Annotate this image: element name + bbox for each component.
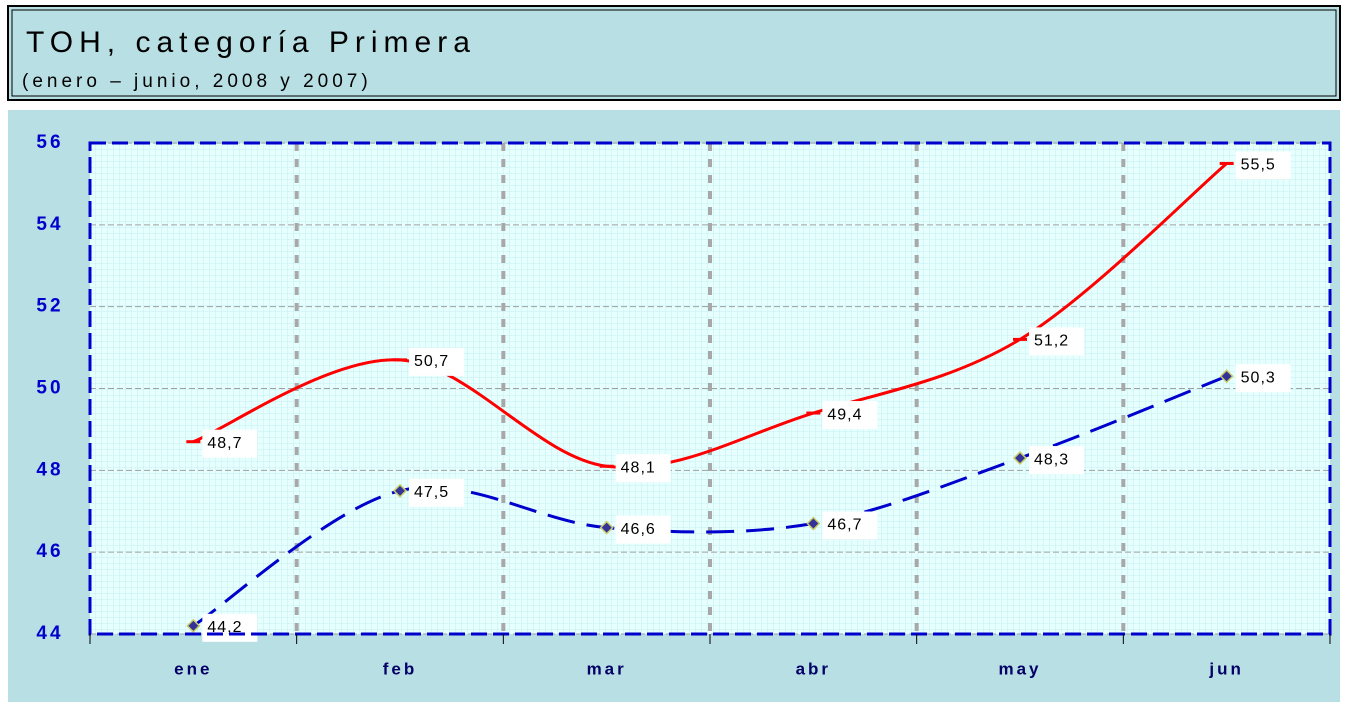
marker bbox=[392, 483, 408, 498]
data-label: 48,1 bbox=[621, 459, 656, 476]
marker bbox=[806, 516, 821, 531]
y-tick-label: 48 bbox=[36, 459, 63, 480]
data-label-box bbox=[202, 429, 258, 458]
y-tick-label: 50 bbox=[36, 378, 63, 399]
marker bbox=[1219, 369, 1234, 384]
data-label: 50,3 bbox=[1241, 369, 1276, 386]
data-label: 55,5 bbox=[1241, 157, 1276, 174]
marker bbox=[599, 520, 614, 535]
data-label: 46,7 bbox=[827, 517, 862, 534]
chart-title: TOH, categoría Primera bbox=[26, 26, 476, 59]
y-tick-label: 52 bbox=[36, 296, 63, 317]
series-line bbox=[192, 162, 1228, 469]
data-label-box bbox=[409, 478, 464, 507]
data-label: 48,7 bbox=[207, 435, 242, 452]
chart-subtitle: (enero – junio, 2008 y 2007) bbox=[22, 71, 372, 92]
y-tick-label: 44 bbox=[36, 623, 63, 644]
data-label-box bbox=[1029, 327, 1084, 356]
data-label-box bbox=[1029, 446, 1084, 475]
x-tick-label: feb bbox=[383, 659, 418, 678]
y-tick-label: 46 bbox=[36, 541, 63, 562]
data-label-box bbox=[615, 454, 671, 483]
y-tick-label: 56 bbox=[36, 132, 63, 153]
data-label-box bbox=[615, 515, 671, 544]
data-label: 51,2 bbox=[1034, 333, 1069, 350]
data-label-box bbox=[1235, 364, 1291, 393]
x-tick-label: jun bbox=[1208, 659, 1244, 678]
x-tick-label: ene bbox=[174, 659, 212, 678]
data-label-box bbox=[409, 347, 464, 376]
data-label: 48,3 bbox=[1034, 451, 1069, 468]
data-label-box bbox=[1235, 151, 1291, 180]
marker bbox=[1012, 450, 1028, 466]
x-tick-label: abr bbox=[796, 659, 831, 678]
title-box-inner bbox=[11, 9, 1337, 97]
x-tick-label: mar bbox=[587, 659, 627, 678]
data-label: 50,7 bbox=[414, 353, 449, 370]
x-tick-label: may bbox=[998, 659, 1041, 678]
data-label: 47,5 bbox=[414, 484, 449, 501]
data-label: 49,4 bbox=[827, 406, 862, 423]
y-tick-label: 54 bbox=[36, 214, 63, 235]
marker bbox=[186, 618, 201, 633]
data-label: 44,2 bbox=[207, 619, 242, 636]
series-line bbox=[192, 374, 1228, 628]
plot-border bbox=[88, 141, 1332, 636]
data-label-box bbox=[822, 401, 878, 430]
data-label-box bbox=[822, 511, 878, 540]
data-label: 46,6 bbox=[621, 521, 656, 538]
title-box bbox=[7, 5, 1341, 101]
data-label-box bbox=[202, 613, 258, 642]
